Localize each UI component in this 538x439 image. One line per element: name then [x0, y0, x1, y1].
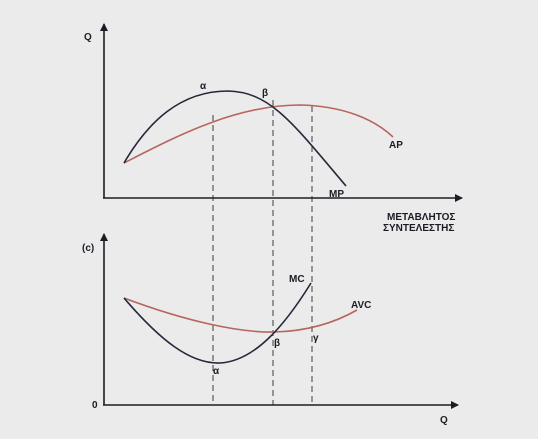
point-g-bottom-label: γ [313, 333, 319, 344]
avc-curve [123, 297, 358, 333]
bottom-panel: (c) 0 Q MC AVC α β γ [82, 233, 459, 426]
ap-curve [123, 104, 394, 164]
avc-curve-label: AVC [351, 300, 371, 311]
point-a-top-label: α [200, 81, 207, 92]
origin-label: 0 [92, 400, 98, 411]
x-axis-label-line1: ΜΕΤΑΒΛΗΤΟΣ [387, 212, 455, 223]
bottom-x-axis-label: Q [440, 415, 448, 426]
point-b-top-label: β [262, 88, 268, 99]
mp-curve-label: MP [329, 189, 344, 200]
ap-curve-label: AP [389, 140, 403, 151]
mc-curve-label: MC [289, 274, 305, 285]
top-y-axis-label: Q [84, 32, 92, 43]
panel-tag: (c) [82, 243, 94, 254]
x-axis-label-line2: ΣΥΝΤΕΛΕΣΤΗΣ [383, 223, 454, 234]
mp-curve [123, 90, 347, 187]
mc-curve [123, 282, 312, 364]
top-panel: Q ΜΕΤΑΒΛΗΤΟΣ ΣΥΝΤΕΛΕΣΤΗΣ MP AP α β [84, 23, 463, 405]
point-b-bottom-label: β [274, 338, 280, 349]
point-a-bottom-label: α [213, 366, 220, 377]
